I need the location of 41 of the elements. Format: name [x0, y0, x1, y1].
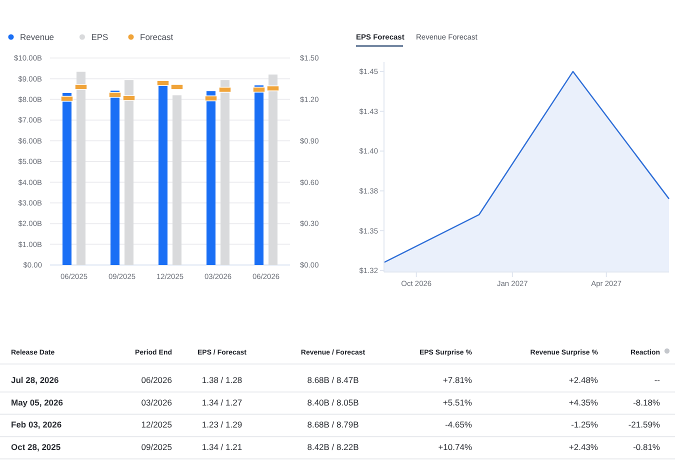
- text: Oct 28, 2025: [11, 442, 61, 452]
- text: 12/2025: [141, 420, 172, 430]
- bar: [158, 85, 168, 265]
- bar: [268, 74, 278, 265]
- text: 1.34 / 1.21: [202, 442, 242, 452]
- bar: [62, 92, 72, 265]
- text: +7.81%: [442, 374, 472, 385]
- text: 8.42B / 8.22B: [307, 442, 360, 452]
- text: -0.81%: [633, 442, 660, 452]
- text: 03/2026: [141, 397, 172, 408]
- text: -8.18%: [633, 397, 660, 408]
- legend-label: EPS: [91, 32, 109, 42]
- text: +2.48%: [568, 374, 598, 385]
- text: Jul 28, 2026: [11, 374, 59, 385]
- text: 8.68B / 8.79B: [307, 420, 360, 430]
- legend-label: Revenue: [20, 32, 54, 42]
- text: 1.34 / 1.27: [202, 397, 242, 408]
- text: +5.51%: [442, 397, 472, 408]
- bar: [110, 90, 120, 265]
- text: --: [654, 374, 660, 385]
- text: 09/2025: [141, 442, 172, 452]
- text: -1.25%: [571, 420, 598, 430]
- text: -21.59%: [628, 420, 660, 430]
- text: 06/2026: [141, 374, 172, 385]
- bar: [76, 72, 86, 265]
- text: 1.38 / 1.28: [202, 374, 242, 385]
- text: +10.74%: [438, 442, 472, 452]
- bar: [124, 80, 134, 265]
- text: -4.65%: [445, 420, 472, 430]
- bar: [254, 85, 264, 265]
- bar: [172, 95, 182, 265]
- text: +4.35%: [568, 397, 598, 408]
- bar: [206, 91, 216, 265]
- bar: [220, 80, 230, 265]
- text: 1.23 / 1.29: [202, 420, 242, 430]
- text: +2.43%: [568, 442, 598, 452]
- text: May 05, 2026: [11, 397, 64, 408]
- text: 8.40B / 8.05B: [307, 397, 360, 408]
- text: 8.68B / 8.47B: [307, 374, 360, 385]
- text: Feb 03, 2026: [11, 420, 62, 430]
- legend-label: Forecast: [140, 32, 174, 42]
